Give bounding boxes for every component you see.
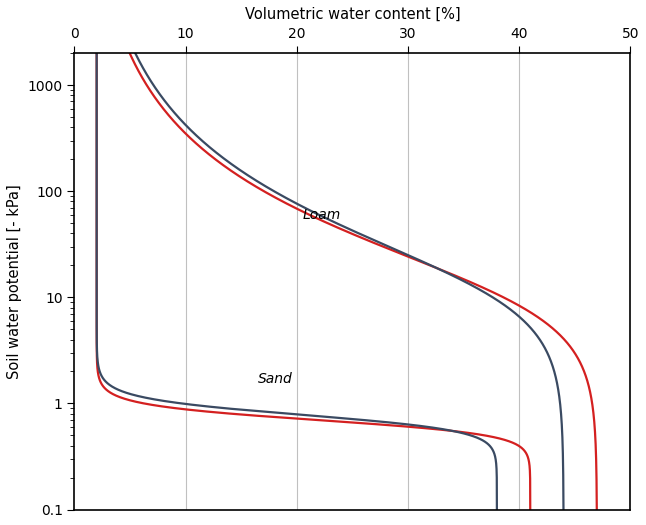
- X-axis label: Volumetric water content [%]: Volumetric water content [%]: [245, 7, 460, 22]
- Text: Sand: Sand: [258, 372, 293, 386]
- Text: Loam: Loam: [302, 208, 340, 222]
- Y-axis label: Soil water potential [- kPa]: Soil water potential [- kPa]: [7, 184, 22, 379]
